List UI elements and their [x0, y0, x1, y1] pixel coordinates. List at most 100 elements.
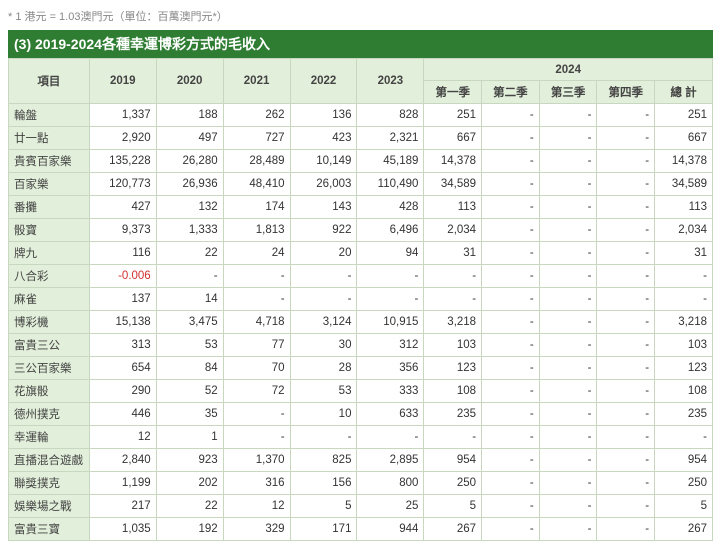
- cell-2022: 5: [290, 495, 357, 518]
- cell-q1: 3,218: [424, 311, 482, 334]
- col-q4: 第四季: [597, 81, 655, 104]
- cell-q4: -: [597, 104, 655, 127]
- cell-2022: 143: [290, 196, 357, 219]
- cell-q2: -: [482, 380, 540, 403]
- cell-2019: 2,840: [89, 449, 156, 472]
- cell-q4: -: [597, 311, 655, 334]
- cell-2019: 1,035: [89, 518, 156, 541]
- cell-2023: 828: [357, 104, 424, 127]
- cell-q1: 14,378: [424, 150, 482, 173]
- cell-2021: 12: [223, 495, 290, 518]
- cell-q3: -: [539, 518, 597, 541]
- table-title: (3) 2019-2024各種幸運博彩方式的毛收入: [8, 30, 713, 58]
- cell-2023: 428: [357, 196, 424, 219]
- table-row: 聯獎撲克1,199202316156800250---250: [9, 472, 713, 495]
- cell-2020: -: [156, 265, 223, 288]
- row-name: 三公百家樂: [9, 357, 90, 380]
- col-2023: 2023: [357, 59, 424, 104]
- cell-2022: -: [290, 265, 357, 288]
- col-q1: 第一季: [424, 81, 482, 104]
- cell-2023: 25: [357, 495, 424, 518]
- cell-2021: 262: [223, 104, 290, 127]
- cell-q2: -: [482, 426, 540, 449]
- cell-2020: 22: [156, 242, 223, 265]
- row-name: 聯獎撲克: [9, 472, 90, 495]
- cell-2021: 4,718: [223, 311, 290, 334]
- cell-q3: -: [539, 150, 597, 173]
- cell-q3: -: [539, 311, 597, 334]
- revenue-table: 項目 2019 2020 2021 2022 2023 2024 第一季 第二季…: [8, 58, 713, 541]
- cell-2019: 15,138: [89, 311, 156, 334]
- cell-total: 14,378: [655, 150, 713, 173]
- cell-2023: 45,189: [357, 150, 424, 173]
- cell-q2: -: [482, 265, 540, 288]
- cell-2022: 825: [290, 449, 357, 472]
- cell-q4: -: [597, 219, 655, 242]
- cell-2021: -: [223, 403, 290, 426]
- cell-q2: -: [482, 242, 540, 265]
- table-row: 德州撲克44635-10633235---235: [9, 403, 713, 426]
- cell-q1: 251: [424, 104, 482, 127]
- cell-2023: 944: [357, 518, 424, 541]
- cell-q4: -: [597, 150, 655, 173]
- row-name: 輪盤: [9, 104, 90, 127]
- col-q2: 第二季: [482, 81, 540, 104]
- cell-2019: 313: [89, 334, 156, 357]
- table-row: 麻雀13714--------: [9, 288, 713, 311]
- cell-2023: -: [357, 265, 424, 288]
- cell-q2: -: [482, 449, 540, 472]
- cell-q1: -: [424, 426, 482, 449]
- col-total: 總 計: [655, 81, 713, 104]
- cell-2023: 333: [357, 380, 424, 403]
- cell-q2: -: [482, 150, 540, 173]
- cell-total: 954: [655, 449, 713, 472]
- table-row: 富貴三寶1,035192329171944267---267: [9, 518, 713, 541]
- cell-total: 108: [655, 380, 713, 403]
- cell-q3: -: [539, 127, 597, 150]
- row-name: 骰寶: [9, 219, 90, 242]
- cell-2022: -: [290, 288, 357, 311]
- table-row: 花旗骰290527253333108---108: [9, 380, 713, 403]
- row-name: 博彩機: [9, 311, 90, 334]
- table-row: 博彩機15,1383,4754,7183,12410,9153,218---3,…: [9, 311, 713, 334]
- row-name: 直播混合遊戲: [9, 449, 90, 472]
- cell-total: 250: [655, 472, 713, 495]
- col-2021: 2021: [223, 59, 290, 104]
- cell-q1: 31: [424, 242, 482, 265]
- cell-2021: 72: [223, 380, 290, 403]
- table-row: 幸運輪121--------: [9, 426, 713, 449]
- cell-q3: -: [539, 357, 597, 380]
- row-name: 番攤: [9, 196, 90, 219]
- cell-2022: 10,149: [290, 150, 357, 173]
- cell-2021: 329: [223, 518, 290, 541]
- cell-2021: -: [223, 426, 290, 449]
- cell-2023: 312: [357, 334, 424, 357]
- cell-q3: -: [539, 495, 597, 518]
- cell-q2: -: [482, 518, 540, 541]
- col-q3: 第三季: [539, 81, 597, 104]
- table-row: 輪盤1,337188262136828251---251: [9, 104, 713, 127]
- cell-2023: -: [357, 426, 424, 449]
- cell-2023: 356: [357, 357, 424, 380]
- cell-2022: 30: [290, 334, 357, 357]
- cell-2022: 156: [290, 472, 357, 495]
- cell-q4: -: [597, 357, 655, 380]
- cell-q3: -: [539, 265, 597, 288]
- cell-2020: 3,475: [156, 311, 223, 334]
- row-name: 幸運輪: [9, 426, 90, 449]
- table-row: 娛樂場之戰21722125255---5: [9, 495, 713, 518]
- cell-2019: 217: [89, 495, 156, 518]
- cell-q3: -: [539, 196, 597, 219]
- cell-2021: 48,410: [223, 173, 290, 196]
- cell-q2: -: [482, 219, 540, 242]
- row-name: 德州撲克: [9, 403, 90, 426]
- cell-2020: 1,333: [156, 219, 223, 242]
- cell-2022: 3,124: [290, 311, 357, 334]
- cell-q3: -: [539, 242, 597, 265]
- cell-total: 123: [655, 357, 713, 380]
- cell-2022: -: [290, 426, 357, 449]
- cell-q4: -: [597, 242, 655, 265]
- cell-q3: -: [539, 173, 597, 196]
- cell-2021: 174: [223, 196, 290, 219]
- cell-total: 667: [655, 127, 713, 150]
